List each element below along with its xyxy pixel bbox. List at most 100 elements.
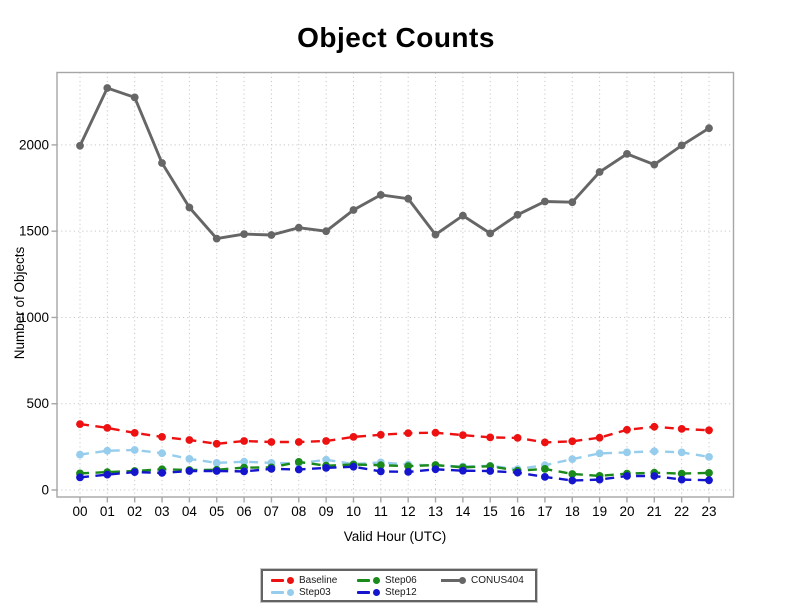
series-point-baseline (459, 431, 467, 439)
x-tick-labels: 00 01 02 03 04 05 06 07 08 09 10 11 12 13 14 15 16 17 18 19… (72, 504, 716, 519)
series-point-step12 (158, 469, 166, 477)
x-tick-label: 15 (483, 504, 498, 519)
plot-frame (56, 71, 735, 498)
series-point-baseline (158, 433, 166, 441)
series-point-baseline (322, 437, 330, 445)
series-line-step06 (79, 460, 710, 478)
series-point-baseline (486, 433, 495, 442)
legend-dash-swatch (271, 591, 284, 594)
series-point-step12 (322, 464, 330, 472)
series-point-step03 (103, 446, 112, 455)
series-point-baseline (404, 429, 413, 437)
legend-label: Step06 (385, 575, 417, 586)
series-point-step12 (349, 462, 358, 471)
x-tick-label: 20 (619, 504, 634, 519)
series-point-baseline (705, 426, 713, 435)
legend-label: CONUS404 (471, 575, 524, 586)
x-tick-label: 18 (565, 504, 580, 519)
series-point-baseline (595, 433, 604, 442)
series-point-conus404 (705, 124, 713, 133)
x-tick-label: 03 (155, 504, 170, 519)
series-point-step03 (595, 449, 604, 458)
legend-line-swatch (441, 579, 460, 582)
series-point-step12 (404, 468, 413, 476)
series-point-conus404 (76, 141, 84, 150)
series-point-step12 (431, 465, 440, 474)
series-point-step06 (541, 465, 549, 473)
series-point-step03 (130, 446, 139, 454)
y-axis-title: Number of Objects (12, 246, 27, 359)
series-point-step03 (650, 447, 659, 456)
series-point-baseline (376, 430, 385, 439)
series-point-step03 (76, 450, 84, 459)
series-point-conus404 (130, 93, 139, 102)
x-tick-label: 06 (237, 504, 252, 519)
x-tick-label: 11 (374, 504, 388, 519)
series-point-step03 (705, 453, 713, 461)
series-point-baseline (677, 425, 686, 433)
legend-dash-swatch (271, 579, 284, 582)
series-point-step06 (568, 470, 577, 478)
series-point-step06 (677, 469, 686, 478)
series-point-baseline (431, 428, 440, 437)
series-point-baseline (103, 424, 112, 432)
series-point-conus404 (322, 227, 330, 236)
series-point-conus404 (376, 191, 385, 199)
legend-dot-swatch (459, 577, 466, 584)
series-point-step12 (541, 473, 549, 481)
x-tick-label: 16 (510, 504, 525, 519)
series-point-baseline (650, 422, 659, 431)
x-tick-label: 21 (647, 504, 662, 519)
x-axis-title: Valid Hour (UTC) (344, 529, 447, 544)
series-point-conus404 (212, 234, 221, 243)
legend-entry-step12: Step12 (357, 587, 417, 598)
series-point-step12 (595, 475, 604, 484)
legend-dash-swatch (357, 591, 370, 594)
series-point-conus404 (513, 210, 522, 219)
series-point-step06 (294, 458, 303, 466)
series-point-step12 (212, 467, 221, 475)
series-point-conus404 (349, 206, 358, 214)
legend-dot-swatch (373, 589, 380, 596)
x-tick-label: 12 (401, 504, 416, 519)
x-tick-label: 05 (209, 504, 224, 519)
legend-dot-swatch (287, 577, 294, 584)
series-point-baseline (267, 438, 276, 446)
x-tick-label: 14 (455, 504, 471, 519)
y-tick-label: 1000 (19, 310, 49, 325)
series-point-conus404 (486, 229, 495, 238)
legend-dot-swatch (373, 577, 380, 584)
series-point-baseline (185, 436, 194, 444)
y-tick-label: 1500 (19, 224, 49, 239)
series-point-conus404 (294, 223, 303, 232)
series-point-step12 (513, 468, 522, 477)
series-point-step06 (705, 469, 713, 477)
series-point-conus404 (431, 230, 440, 239)
x-tick-label: 09 (319, 504, 334, 519)
series-point-conus404 (158, 159, 166, 167)
series-point-conus404 (185, 203, 194, 212)
x-tick-label: 13 (428, 504, 443, 519)
series-point-step03 (568, 455, 577, 463)
series-point-conus404 (459, 211, 467, 220)
series-point-step12 (294, 465, 303, 474)
series-layer (76, 84, 713, 485)
series-point-step12 (376, 467, 385, 476)
series-line-step12 (79, 465, 710, 482)
legend-label: Baseline (299, 575, 338, 586)
x-tick-label: 23 (701, 504, 716, 519)
x-tick-label: 04 (182, 504, 198, 519)
legend-label: Step12 (385, 587, 417, 598)
legend-entry-step03: Step03 (271, 587, 331, 598)
series-point-baseline (212, 439, 221, 448)
series-point-step03 (322, 455, 330, 464)
legend: Baseline Step03 Step06 Step12 CONUS404 (260, 568, 538, 603)
series-point-step12 (677, 475, 686, 484)
y-tick-label: 2000 (19, 137, 49, 152)
series-point-step03 (158, 449, 166, 458)
legend-entry-baseline: Baseline (271, 575, 337, 586)
series-point-step06 (376, 461, 385, 470)
series-point-baseline (623, 425, 631, 434)
series-line-conus404 (78, 86, 710, 241)
